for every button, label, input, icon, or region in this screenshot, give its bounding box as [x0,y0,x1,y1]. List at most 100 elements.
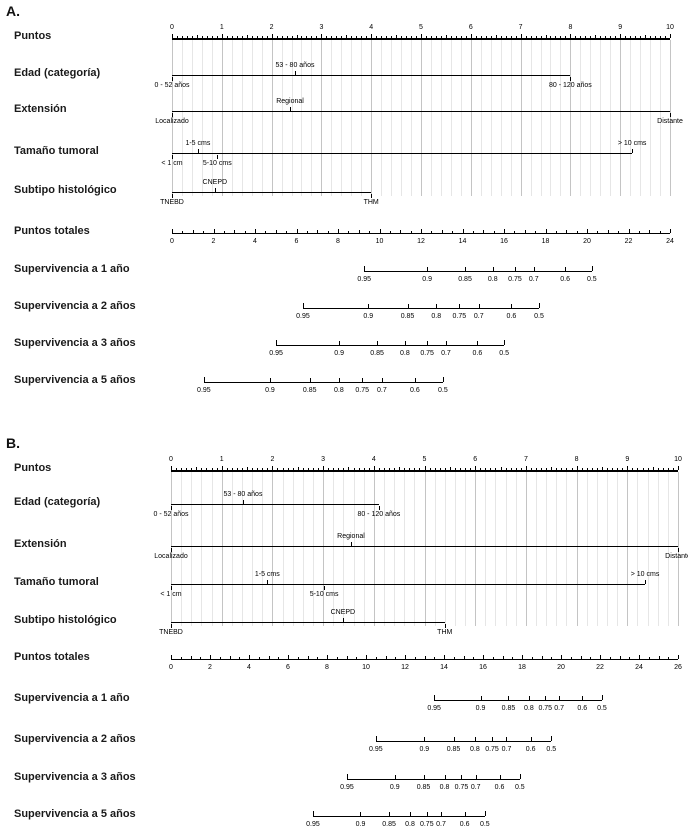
total-points-tick [597,231,599,233]
total-points-tick [171,655,172,659]
gridline [495,472,497,626]
points-tick [622,468,624,470]
gridline [630,40,632,196]
points-tick [610,36,612,38]
total-points-tick [249,655,250,659]
total-points-tick [512,657,514,659]
total-points-tick [400,230,402,233]
total-points-tick-label: 12 [401,664,409,671]
points-tick [627,466,629,470]
survival-tick [545,696,547,700]
survival-tick-label: 0.7 [470,784,481,791]
points-tick [366,36,368,38]
gridline [343,472,345,626]
points-tick [425,36,427,38]
category-tick [350,542,352,546]
points-tick [287,468,289,470]
gridline [525,472,527,626]
points-tick [389,468,390,470]
total-points-tick [522,655,523,659]
category-tick [632,149,634,153]
survival-axis-line [312,816,485,818]
points-tick [525,36,527,38]
category-label: 0 - 52 años [154,82,190,89]
category-label: 80 - 120 años [357,511,401,518]
points-tick [601,467,603,470]
points-tick [211,468,213,470]
gridline [414,472,416,626]
survival-tick-label: 0.8 [439,784,450,791]
gridline [530,40,532,196]
survival-tick [414,378,416,382]
points-tick [650,36,652,38]
points-tick [267,468,269,470]
total-points-tick [504,229,505,233]
total-points-tick [244,231,246,233]
points-tick [271,34,273,38]
total-points-tick-label: 16 [500,238,508,245]
gridline [291,40,293,196]
points-tick [586,468,588,470]
points-tick [585,36,587,38]
points-axis-line [171,470,678,472]
points-tick [530,36,532,38]
gridline [660,40,662,196]
survival-tick [389,812,391,816]
points-tick [605,36,607,38]
points-tick [401,36,403,38]
gridline [640,40,642,196]
points-tick [272,466,274,470]
total-points-tick [421,229,422,233]
points-tick [591,468,593,470]
survival-tick [410,812,411,816]
survival-row-label: Supervivencia a 1 año [14,692,130,704]
gridline [404,472,406,626]
points-tick [535,36,537,38]
points-tick-label: 10 [666,24,674,31]
points-tick-label: 7 [518,24,523,31]
points-tick [416,36,418,38]
total-points-tick-label: 0 [169,664,173,671]
gridline [465,472,467,626]
survival-tick [424,737,426,741]
survival-tick-label: 0.85 [458,276,472,283]
points-tick [655,36,657,38]
total-points-tick-label: 22 [624,238,633,245]
points-tick [346,35,348,38]
total-points-tick [639,655,640,659]
points-tick-label: 3 [321,456,326,463]
gridline [450,40,452,196]
total-points-tick [210,655,211,659]
points-tick [404,468,406,470]
survival-tick-label: 0.95 [269,350,283,357]
survival-tick-label: 0.6 [472,350,483,357]
gridline [383,472,385,626]
points-tick-label: 6 [473,456,478,463]
category-tick [371,194,373,198]
points-tick [326,36,328,38]
survival-tick [601,695,603,700]
gridline [667,472,669,626]
total-points-tick [258,657,260,659]
total-points-tick [327,231,329,233]
points-tick [444,468,446,470]
category-label: 0 - 52 años [153,511,189,518]
survival-tick-label: 0.9 [389,784,400,791]
points-tick [383,468,385,470]
total-points-tick [659,231,661,233]
total-points-tick [531,657,533,659]
points-tick [500,467,502,470]
survival-row-label: Supervivencia a 2 años [14,733,136,745]
predictor-axis-line [171,504,379,506]
survival-tick [394,775,396,779]
total-points-tick [462,229,464,233]
gridline [172,40,173,196]
points-tick [226,468,228,470]
survival-tick-label: 0.6 [494,784,505,791]
points-tick [450,36,452,38]
total-points-tick-label: 20 [557,664,565,671]
survival-tick-label: 0.75 [538,705,553,712]
total-points-tick [502,656,504,659]
points-tick [421,34,422,38]
points-tick [396,35,398,38]
